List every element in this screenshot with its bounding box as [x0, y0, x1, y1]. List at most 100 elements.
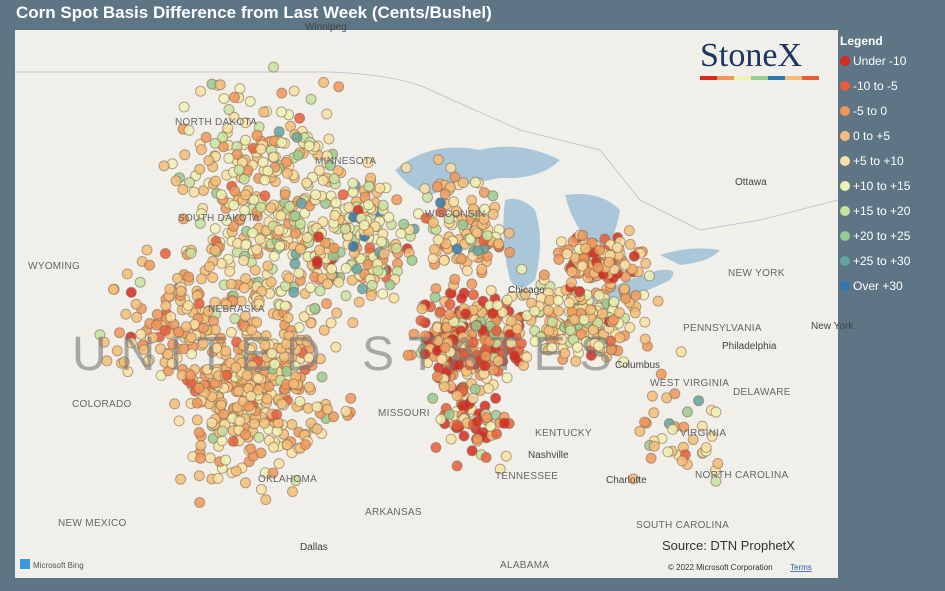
station-dot: [639, 316, 651, 328]
station-dot: [712, 458, 724, 469]
station-dot: [114, 327, 125, 339]
station-dot: [472, 245, 484, 257]
station-dot: [194, 163, 206, 175]
station-dot: [491, 428, 503, 440]
place-label: TENNESSEE: [495, 471, 558, 482]
station-dot: [311, 401, 323, 413]
station-dot: [593, 289, 605, 301]
station-dot: [388, 292, 400, 304]
station-dot: [239, 204, 251, 216]
station-dot: [457, 331, 469, 343]
station-dot: [200, 131, 212, 143]
station-dot: [223, 104, 235, 115]
legend-label: +10 to +15: [853, 179, 911, 193]
station-dot: [251, 129, 263, 141]
station-dot: [238, 340, 250, 352]
station-dot: [251, 316, 263, 328]
station-dot: [184, 176, 196, 188]
station-dot: [330, 341, 342, 353]
station-dot: [469, 176, 481, 188]
station-dot: [228, 199, 240, 211]
station-dot: [470, 320, 482, 332]
logo-bar-segment: [717, 76, 734, 80]
station-dot: [276, 106, 287, 118]
station-dot: [178, 101, 190, 113]
station-dot: [301, 336, 313, 348]
station-dot: [304, 282, 316, 294]
station-dot: [634, 425, 646, 437]
station-dot: [206, 417, 218, 429]
station-dot: [166, 357, 178, 369]
station-dot: [487, 208, 499, 220]
station-dot: [472, 433, 483, 445]
station-dot: [328, 411, 339, 423]
station-dot: [165, 311, 177, 323]
station-dot: [435, 197, 446, 209]
station-dot: [624, 238, 636, 250]
station-dot: [700, 442, 712, 453]
station-dot: [458, 430, 470, 442]
station-dot: [244, 96, 256, 107]
station-dot: [268, 250, 280, 262]
station-dot: [247, 227, 259, 239]
station-dot: [478, 213, 490, 225]
place-label: NEW YORK: [728, 268, 785, 279]
attribution: Microsoft Bing: [33, 561, 84, 570]
legend-swatch: [840, 156, 850, 166]
station-dot: [337, 189, 349, 201]
station-dot: [372, 265, 384, 277]
station-dot: [603, 256, 615, 268]
station-dot: [402, 349, 414, 361]
station-dot: [310, 189, 322, 201]
station-dot: [179, 149, 191, 161]
station-dot: [494, 463, 506, 475]
station-dot: [431, 371, 443, 383]
station-dot: [255, 143, 267, 155]
station-dot: [275, 210, 287, 222]
station-dot: [251, 244, 263, 256]
station-dot: [303, 140, 315, 152]
station-dot: [498, 417, 510, 429]
bing-icon: [20, 559, 30, 569]
station-dot: [398, 218, 410, 230]
station-dot: [575, 328, 587, 340]
station-dot: [266, 348, 278, 359]
station-dot: [318, 324, 330, 336]
station-dot: [553, 305, 564, 317]
station-dot: [228, 91, 240, 103]
station-dot: [667, 423, 679, 435]
station-dot: [460, 308, 472, 320]
legend-label: -10 to -5: [853, 79, 898, 93]
station-dot: [321, 298, 332, 310]
station-dot: [321, 150, 333, 162]
terms-link[interactable]: Terms: [790, 563, 812, 572]
station-dot: [706, 430, 718, 442]
station-dot: [648, 407, 660, 419]
station-dot: [566, 277, 577, 289]
station-dot: [108, 283, 119, 295]
station-dot: [233, 164, 245, 176]
station-dot: [288, 85, 300, 97]
station-dot: [287, 486, 298, 498]
station-dot: [461, 265, 473, 277]
station-dot: [492, 299, 504, 311]
station-dot: [655, 368, 667, 380]
station-dot: [449, 359, 461, 371]
station-dot: [546, 316, 558, 328]
station-dot: [253, 431, 265, 443]
station-dot: [227, 435, 239, 447]
station-dot: [580, 243, 592, 254]
station-dot: [391, 194, 403, 206]
station-dot: [314, 353, 326, 365]
station-dot: [597, 308, 608, 320]
place-label: New York: [811, 321, 854, 332]
station-dot: [505, 337, 517, 349]
station-dot: [245, 390, 257, 402]
station-dot: [619, 259, 631, 271]
station-dot: [253, 298, 265, 310]
station-dot: [501, 294, 513, 306]
station-dot: [449, 273, 461, 285]
station-dot: [289, 258, 301, 270]
station-dot: [605, 335, 617, 347]
place-label: Chicago: [508, 285, 545, 296]
